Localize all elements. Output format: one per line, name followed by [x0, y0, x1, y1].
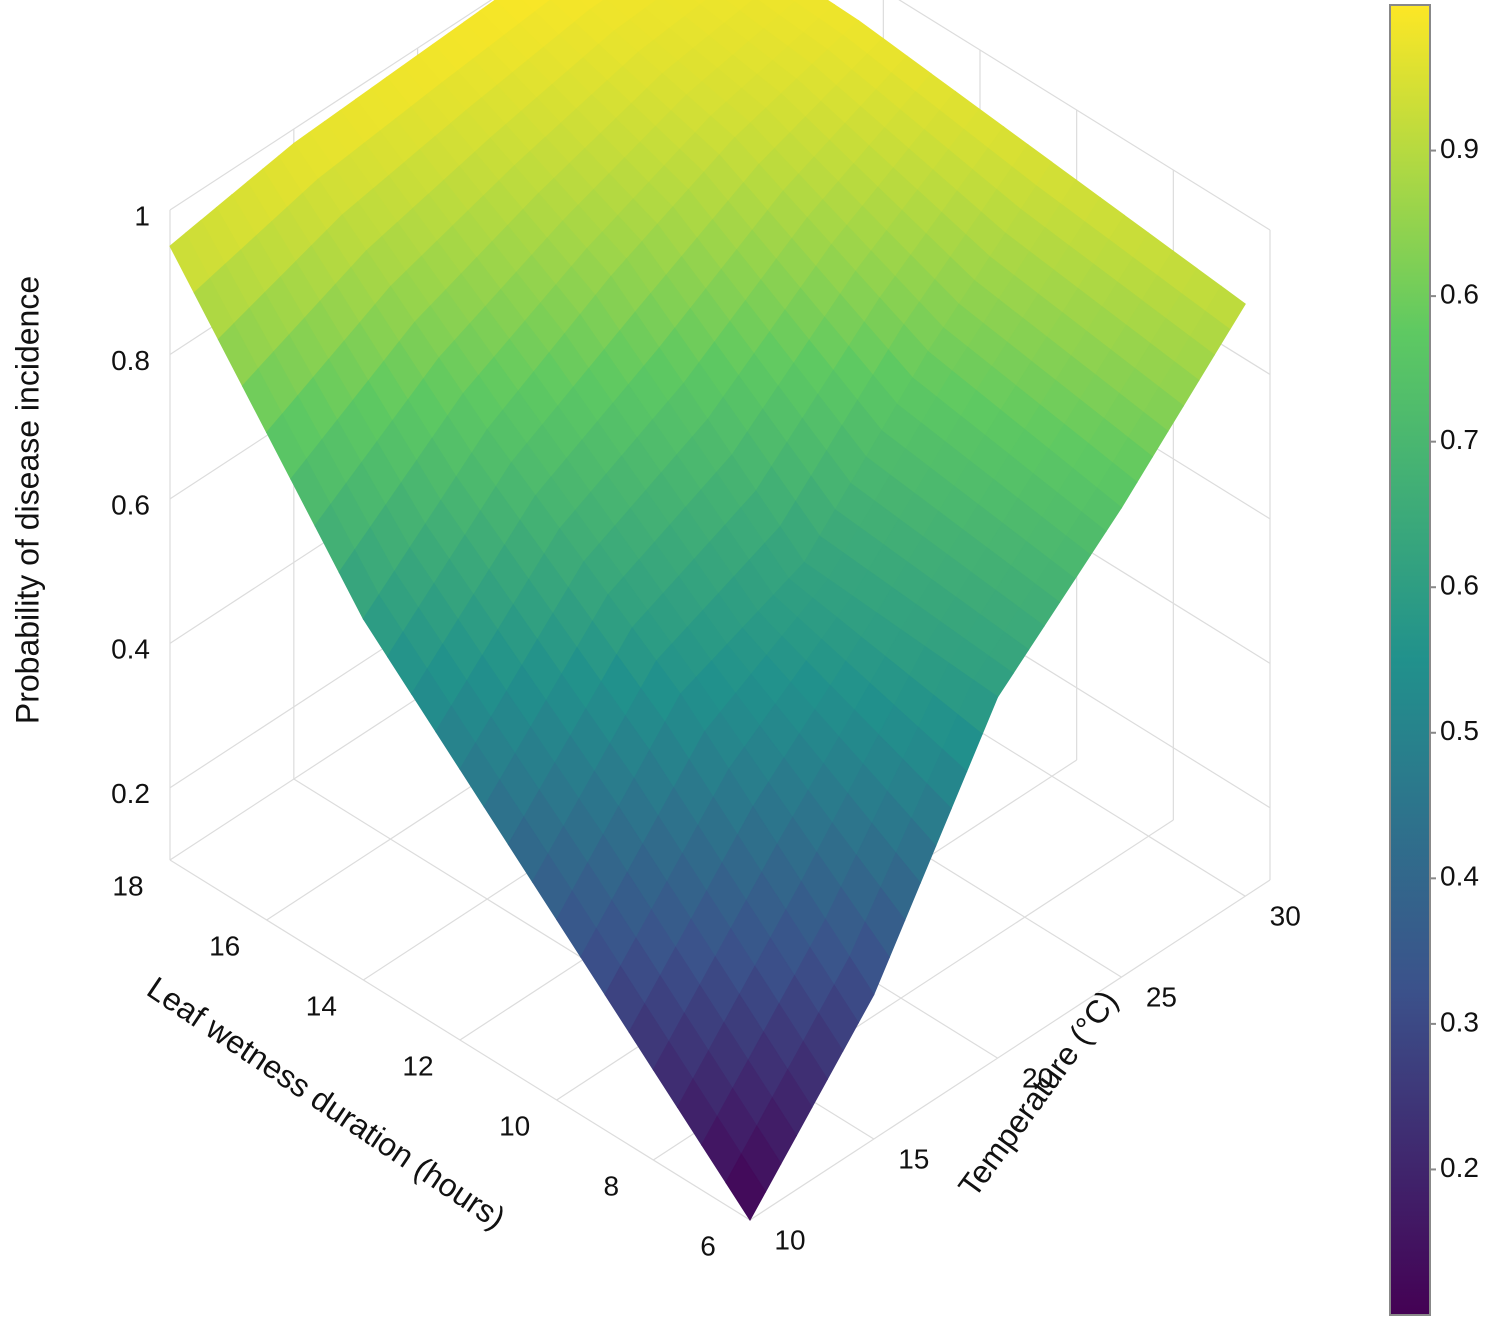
z-tick-label: 0.8	[111, 345, 150, 376]
z-axis-title: Probability of disease incidence	[9, 276, 45, 724]
colorbar	[1389, 4, 1431, 1316]
colorbar-tick-label: 0.6	[1440, 279, 1479, 310]
x-tick-label: 10	[774, 1224, 805, 1255]
x-axis-title: Temperature (°C)	[951, 984, 1125, 1204]
y-tick-label: 8	[604, 1170, 620, 1201]
colorbar-tick-label: 0.3	[1440, 1006, 1479, 1037]
y-tick-label: 6	[700, 1230, 716, 1261]
z-tick-label: 0.4	[111, 634, 150, 665]
grid-line	[169, 0, 493, 211]
surface-patch	[725, 1153, 767, 1221]
x-tick-label: 20	[1022, 1062, 1053, 1093]
colorbar-tick-label: 0.7	[1440, 424, 1479, 455]
z-tick-label: 0.2	[111, 778, 150, 809]
colorbar-tick-label: 0.2	[1440, 1152, 1479, 1183]
x-tick-label: 30	[1270, 901, 1301, 932]
colorbar-tick-label: 0.4	[1440, 861, 1479, 892]
colorbar-tick-label: 0.9	[1440, 133, 1479, 164]
grid-line	[749, 879, 1271, 1221]
z-tick-label: 0.6	[111, 489, 150, 520]
x-tick-label: 15	[898, 1143, 929, 1174]
z-tick-label: 1	[134, 200, 150, 231]
y-tick-label: 14	[306, 990, 337, 1021]
y-tick-label: 18	[112, 870, 143, 901]
y-tick-label: 12	[402, 1050, 433, 1081]
y-tick-label: 10	[499, 1110, 530, 1141]
colorbar-tick-label: 0.6	[1440, 570, 1479, 601]
y-tick-label: 16	[209, 930, 240, 961]
surface-patch	[693, 0, 707, 6]
colorbar-tick-label: 0.5	[1440, 715, 1479, 746]
surface	[169, 0, 1246, 1221]
x-tick-label: 25	[1146, 982, 1177, 1013]
